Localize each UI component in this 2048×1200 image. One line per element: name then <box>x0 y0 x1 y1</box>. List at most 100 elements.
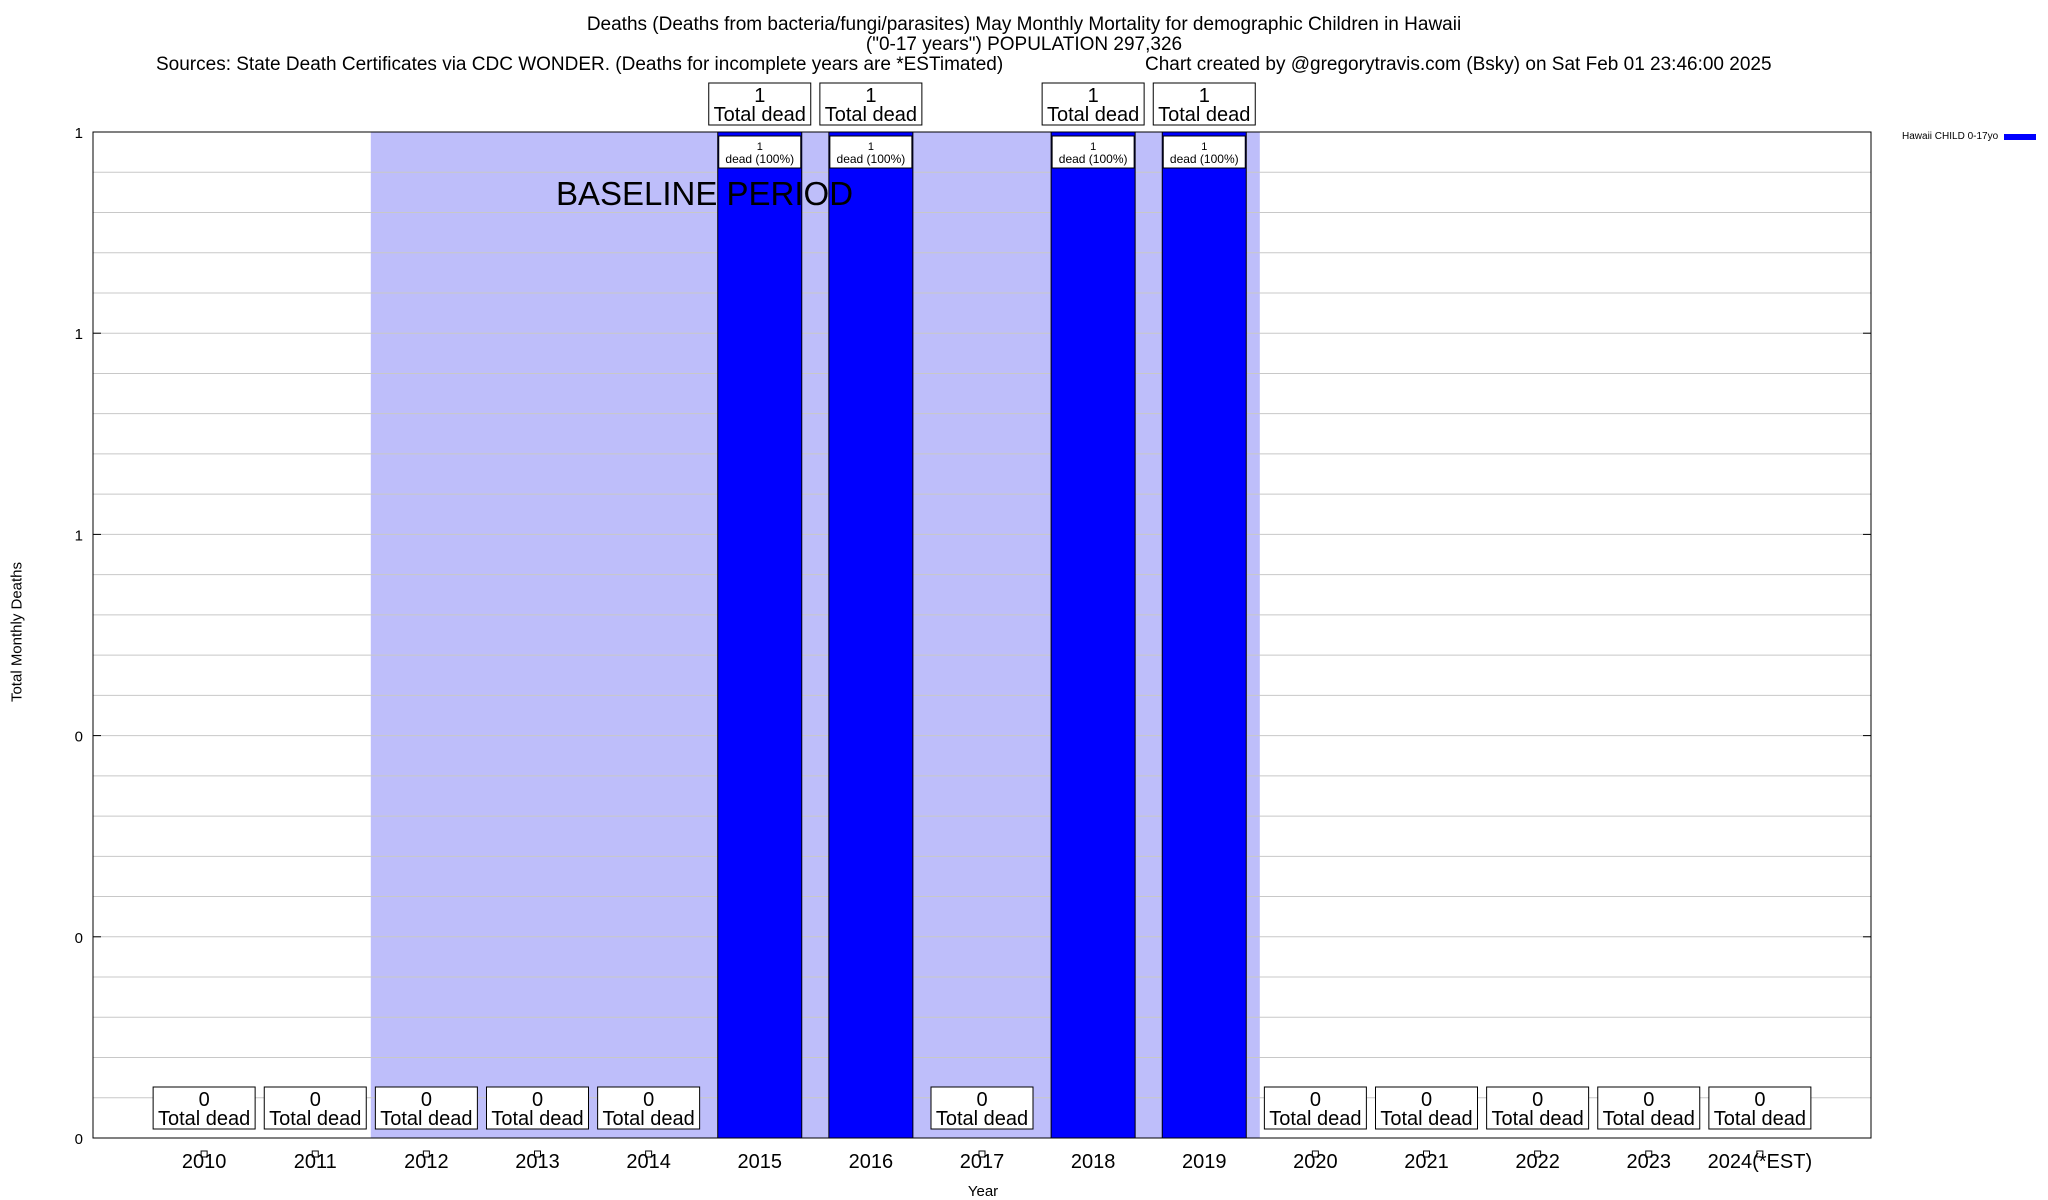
bar-value-label-box <box>829 135 913 169</box>
total-dead-label-box <box>708 82 812 126</box>
x-tick-label: 2022 <box>1515 1151 1560 1173</box>
zero-marker <box>422 1150 430 1158</box>
total-dead-value: 0 <box>199 1089 210 1111</box>
zero-marker <box>645 1150 653 1158</box>
bar-value-label: 1 <box>1201 141 1207 153</box>
bar-value-label: 1 <box>1090 141 1096 153</box>
chart-sources: Sources: State Death Certificates via CD… <box>156 54 1004 75</box>
total-dead-label-box <box>1486 1086 1590 1130</box>
x-tick-label: 2023 <box>1627 1151 1672 1173</box>
legend-swatch <box>2004 133 2037 140</box>
x-tick-label: 2019 <box>1182 1151 1227 1173</box>
total-dead-label: Total dead <box>1047 104 1139 126</box>
chart-credit: Chart created by @gregorytravis.com (Bsk… <box>1145 54 1772 75</box>
total-dead-label: Total dead <box>1158 104 1250 126</box>
x-tick-label: 2017 <box>960 1151 1005 1173</box>
total-dead-label-box <box>930 1086 1034 1130</box>
y-tick-label: 0 <box>75 729 83 746</box>
total-dead-label: Total dead <box>158 1108 250 1130</box>
total-dead-value: 0 <box>643 1089 654 1111</box>
total-dead-label: Total dead <box>1269 1108 1361 1130</box>
bar-value-label: dead (100%) <box>725 152 794 166</box>
y-tick-label: 1 <box>75 527 83 544</box>
total-dead-label-box <box>1152 82 1256 126</box>
total-dead-label: Total dead <box>1491 1108 1583 1130</box>
total-dead-value: 0 <box>1754 1089 1765 1111</box>
zero-marker <box>1645 1150 1653 1158</box>
total-dead-label-box <box>486 1086 589 1130</box>
total-dead-label: Total dead <box>936 1108 1028 1130</box>
chart-title: Deaths (Deaths from bacteria/fungi/paras… <box>586 14 1462 35</box>
bar-value-label-box <box>718 135 802 169</box>
total-dead-label: Total dead <box>602 1108 694 1130</box>
plot-frame <box>92 131 1872 1139</box>
bar <box>1050 131 1136 1139</box>
x-tick-label: 2010 <box>182 1151 227 1173</box>
zero-marker <box>311 1150 319 1158</box>
x-tick-label: 2024(*EST) <box>1708 1151 1813 1173</box>
zero-marker <box>534 1150 541 1158</box>
total-dead-value: 0 <box>1532 1089 1543 1111</box>
total-dead-label-box <box>819 82 923 126</box>
bar <box>828 131 914 1139</box>
zero-marker <box>1756 1150 1764 1158</box>
total-dead-label-box <box>1263 1086 1367 1130</box>
total-dead-value: 1 <box>1088 85 1099 107</box>
x-tick-label: 2012 <box>404 1151 449 1173</box>
bar-value-label: dead (100%) <box>837 152 906 166</box>
bar-value-label: 1 <box>868 141 874 153</box>
total-dead-label: Total dead <box>269 1108 361 1130</box>
zero-marker <box>1311 1150 1319 1158</box>
total-dead-value: 0 <box>532 1089 543 1111</box>
total-dead-label-box <box>1375 1086 1478 1130</box>
total-dead-value: 0 <box>1421 1089 1432 1111</box>
zero-marker <box>1534 1150 1542 1158</box>
total-dead-value: 0 <box>976 1089 987 1111</box>
x-tick-label: 2015 <box>738 1151 783 1173</box>
bar-value-label: dead (100%) <box>1059 152 1128 166</box>
chart-legend: Hawaii CHILD 0-17yo <box>1902 131 2037 142</box>
y-tick-label: 1 <box>75 326 83 343</box>
total-dead-label: Total dead <box>825 104 917 126</box>
total-dead-value: 0 <box>310 1089 321 1111</box>
x-tick-label: 2011 <box>294 1151 337 1173</box>
total-dead-label-box <box>1597 1086 1701 1130</box>
bar-value-label-box <box>1162 135 1246 169</box>
zero-marker <box>1423 1150 1430 1158</box>
bar-value-label-box <box>1051 135 1135 169</box>
x-tick-label: 2013 <box>515 1151 560 1173</box>
bar-value-label: dead (100%) <box>1170 152 1239 166</box>
x-tick-label: 2018 <box>1071 1151 1116 1173</box>
y-tick-label: 1 <box>75 125 83 142</box>
x-tick-label: 2021 <box>1404 1151 1449 1173</box>
total-dead-label-box <box>263 1086 367 1130</box>
x-tick-label: 2016 <box>849 1151 894 1173</box>
total-dead-label: Total dead <box>380 1108 472 1130</box>
total-dead-label: Total dead <box>1380 1108 1472 1130</box>
y-tick-label: 0 <box>75 1131 83 1148</box>
bar-value-label: 1 <box>757 141 763 153</box>
total-dead-label-box <box>597 1086 701 1130</box>
total-dead-value: 1 <box>1199 85 1210 107</box>
total-dead-label: Total dead <box>1603 1108 1695 1130</box>
total-dead-label-box <box>374 1086 478 1130</box>
bar <box>1161 131 1247 1139</box>
total-dead-label-box <box>152 1086 256 1130</box>
total-dead-value: 1 <box>865 85 876 107</box>
zero-marker <box>200 1150 208 1158</box>
total-dead-label-box <box>1041 82 1145 126</box>
total-dead-value: 0 <box>1643 1089 1654 1111</box>
total-dead-label: Total dead <box>1714 1108 1806 1130</box>
bar <box>717 131 803 1139</box>
x-tick-label: 2020 <box>1293 1151 1338 1173</box>
total-dead-value: 1 <box>754 85 765 107</box>
total-dead-value: 0 <box>1310 1089 1321 1111</box>
total-dead-label: Total dead <box>491 1108 583 1130</box>
total-dead-label-box <box>1708 1086 1812 1130</box>
y-tick-label: 0 <box>75 930 83 947</box>
x-axis-label: Year <box>967 1183 999 1200</box>
zero-marker <box>978 1150 986 1158</box>
total-dead-label: Total dead <box>714 104 806 126</box>
x-tick-label: 2014 <box>626 1151 671 1173</box>
